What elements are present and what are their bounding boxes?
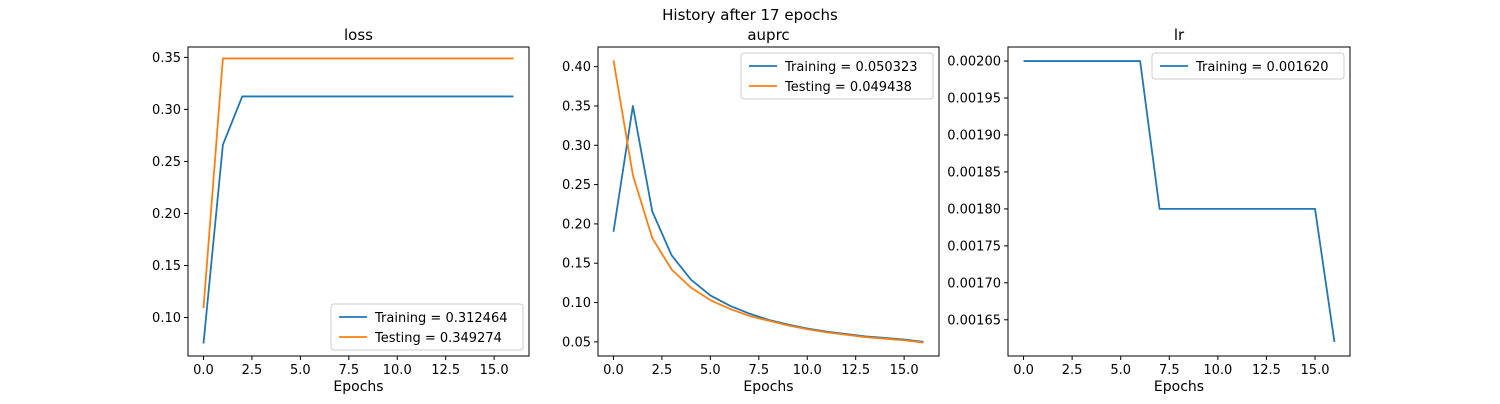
subplot-auprc: auprc 0.0 2.5 5.0 7.5 10.0 12.5 15.0 0.05 0.10 0.1…: [562, 26, 940, 395]
x-tick-label: 10.0: [793, 363, 822, 378]
series-line-training: [612, 105, 924, 343]
y-tick-label: 0.30: [562, 139, 591, 154]
series-line-testing: [612, 60, 924, 344]
x-tick-label: 0.0: [1013, 363, 1034, 378]
x-tick-label: 7.5: [1159, 363, 1180, 378]
x-tick-label: 0.0: [193, 363, 214, 378]
subplot-title: lr: [1174, 26, 1185, 44]
x-tick-label: 2.5: [652, 363, 673, 378]
x-tick-label: 12.5: [841, 363, 870, 378]
legend-label: Training = 0.312464: [374, 311, 507, 326]
legend-box: [740, 52, 934, 100]
subplot-title: loss: [344, 26, 373, 44]
subplot-lr: lr 0.0 2.5 5.0 7.5 10.0 12.5 15.0 0.00165 0.00170…: [947, 26, 1351, 395]
y-tick-label: 0.00180: [947, 202, 1001, 217]
y-tick-label: 0.20: [152, 207, 181, 222]
figure-suptitle: History after 17 epochs: [662, 6, 838, 24]
y-tick-label: 0.15: [562, 257, 591, 272]
legend: Training = 0.001620: [1151, 52, 1345, 80]
axes-frame: [597, 46, 940, 357]
y-tick-label: 0.00195: [947, 92, 1001, 107]
x-tick-label: 10.0: [383, 363, 412, 378]
series-line-training: [202, 95, 514, 344]
y-tick-label: 0.00190: [947, 128, 1001, 143]
y-tick-label: 0.00185: [947, 165, 1001, 180]
legend: Training = 0.312464 Testing = 0.349274: [330, 303, 524, 351]
subplot-title: auprc: [747, 26, 789, 44]
legend-box: [1151, 52, 1345, 80]
y-tick-label: 0.00170: [947, 276, 1001, 291]
legend-label: Training = 0.001620: [1195, 60, 1328, 75]
y-tick-label: 0.05: [562, 335, 591, 350]
legend-label: Testing = 0.349274: [374, 331, 502, 346]
x-tick-label: 12.5: [1252, 363, 1281, 378]
y-tick-label: 0.00175: [947, 239, 1001, 254]
x-tick-label: 5.0: [700, 363, 721, 378]
x-tick-label: 7.5: [338, 363, 359, 378]
x-tick-label: 2.5: [1062, 363, 1083, 378]
y-tick-label: 0.00200: [947, 55, 1001, 70]
legend-label: Training = 0.050323: [784, 60, 917, 75]
y-tick-label: 0.10: [152, 311, 181, 326]
legend-label: Testing = 0.049438: [784, 80, 912, 95]
x-tick-label: 0.0: [603, 363, 624, 378]
y-tick-label: 0.35: [562, 99, 591, 114]
x-tick-label: 15.0: [890, 363, 919, 378]
x-tick-label: 12.5: [431, 363, 460, 378]
legend: Training = 0.050323 Testing = 0.049438: [740, 52, 934, 100]
axes-frame: [187, 46, 530, 357]
y-tick-label: 0.10: [562, 296, 591, 311]
y-tick-label: 0.40: [562, 60, 591, 75]
x-tick-label: 7.5: [748, 363, 769, 378]
x-tick-label: 5.0: [290, 363, 311, 378]
series-line-training: [1023, 60, 1336, 343]
x-tick-label: 15.0: [1301, 363, 1330, 378]
subplot-loss: loss 0.0 2.5 5.0 7.5 10.0 12.5 15.0 0.10 0.15 0.20…: [152, 26, 530, 395]
legend-box: [330, 303, 524, 351]
y-tick-label: 0.20: [562, 217, 591, 232]
y-tick-label: 0.15: [152, 259, 181, 274]
y-tick-label: 0.00165: [947, 313, 1001, 328]
x-axis-label: Epochs: [1154, 379, 1204, 395]
x-axis-label: Epochs: [333, 379, 383, 395]
y-tick-label: 0.35: [152, 51, 181, 66]
y-tick-label: 0.25: [562, 178, 591, 193]
x-tick-label: 10.0: [1203, 363, 1232, 378]
axes-frame: [1007, 46, 1351, 357]
series-line-testing: [202, 57, 514, 309]
x-tick-label: 2.5: [242, 363, 263, 378]
y-tick-label: 0.30: [152, 103, 181, 118]
y-tick-label: 0.25: [152, 155, 181, 170]
x-tick-label: 15.0: [480, 363, 509, 378]
x-axis-label: Epochs: [743, 379, 793, 395]
x-tick-label: 5.0: [1110, 363, 1131, 378]
